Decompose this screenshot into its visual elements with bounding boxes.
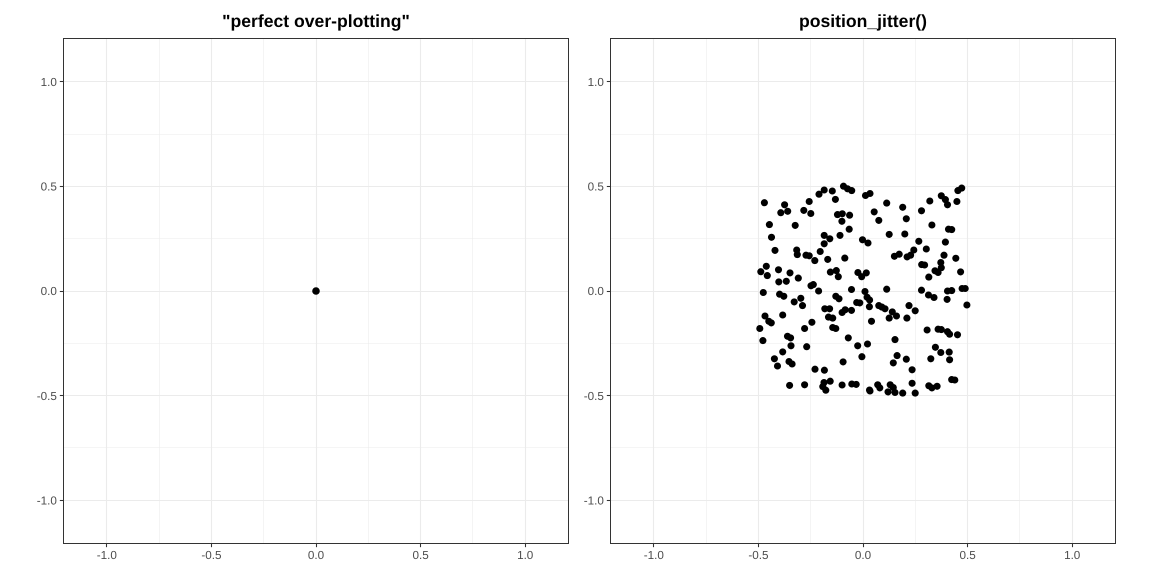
svg-text:0.5: 0.5 xyxy=(959,549,976,562)
svg-text:1.0: 1.0 xyxy=(1064,549,1081,562)
svg-text:0.0: 0.0 xyxy=(41,285,58,298)
svg-text:1.0: 1.0 xyxy=(588,76,605,89)
svg-text:0.5: 0.5 xyxy=(41,181,58,194)
svg-text:-0.5: -0.5 xyxy=(37,390,58,403)
svg-text:-0.5: -0.5 xyxy=(748,549,769,562)
svg-text:-0.5: -0.5 xyxy=(201,549,222,562)
svg-text:-1.0: -1.0 xyxy=(644,549,665,562)
svg-text:0.5: 0.5 xyxy=(588,181,605,194)
svg-text:0.0: 0.0 xyxy=(308,549,325,562)
svg-text:0.0: 0.0 xyxy=(588,285,605,298)
svg-text:-0.5: -0.5 xyxy=(584,390,605,403)
svg-text:"perfect over-plotting": "perfect over-plotting" xyxy=(222,11,410,31)
svg-text:-1.0: -1.0 xyxy=(97,549,118,562)
svg-text:0.0: 0.0 xyxy=(855,549,872,562)
svg-text:1.0: 1.0 xyxy=(41,76,58,89)
svg-text:-1.0: -1.0 xyxy=(37,494,58,507)
svg-text:position_jitter(): position_jitter() xyxy=(799,11,927,31)
svg-text:-1.0: -1.0 xyxy=(584,494,605,507)
svg-text:0.5: 0.5 xyxy=(412,549,429,562)
svg-text:1.0: 1.0 xyxy=(517,549,534,562)
